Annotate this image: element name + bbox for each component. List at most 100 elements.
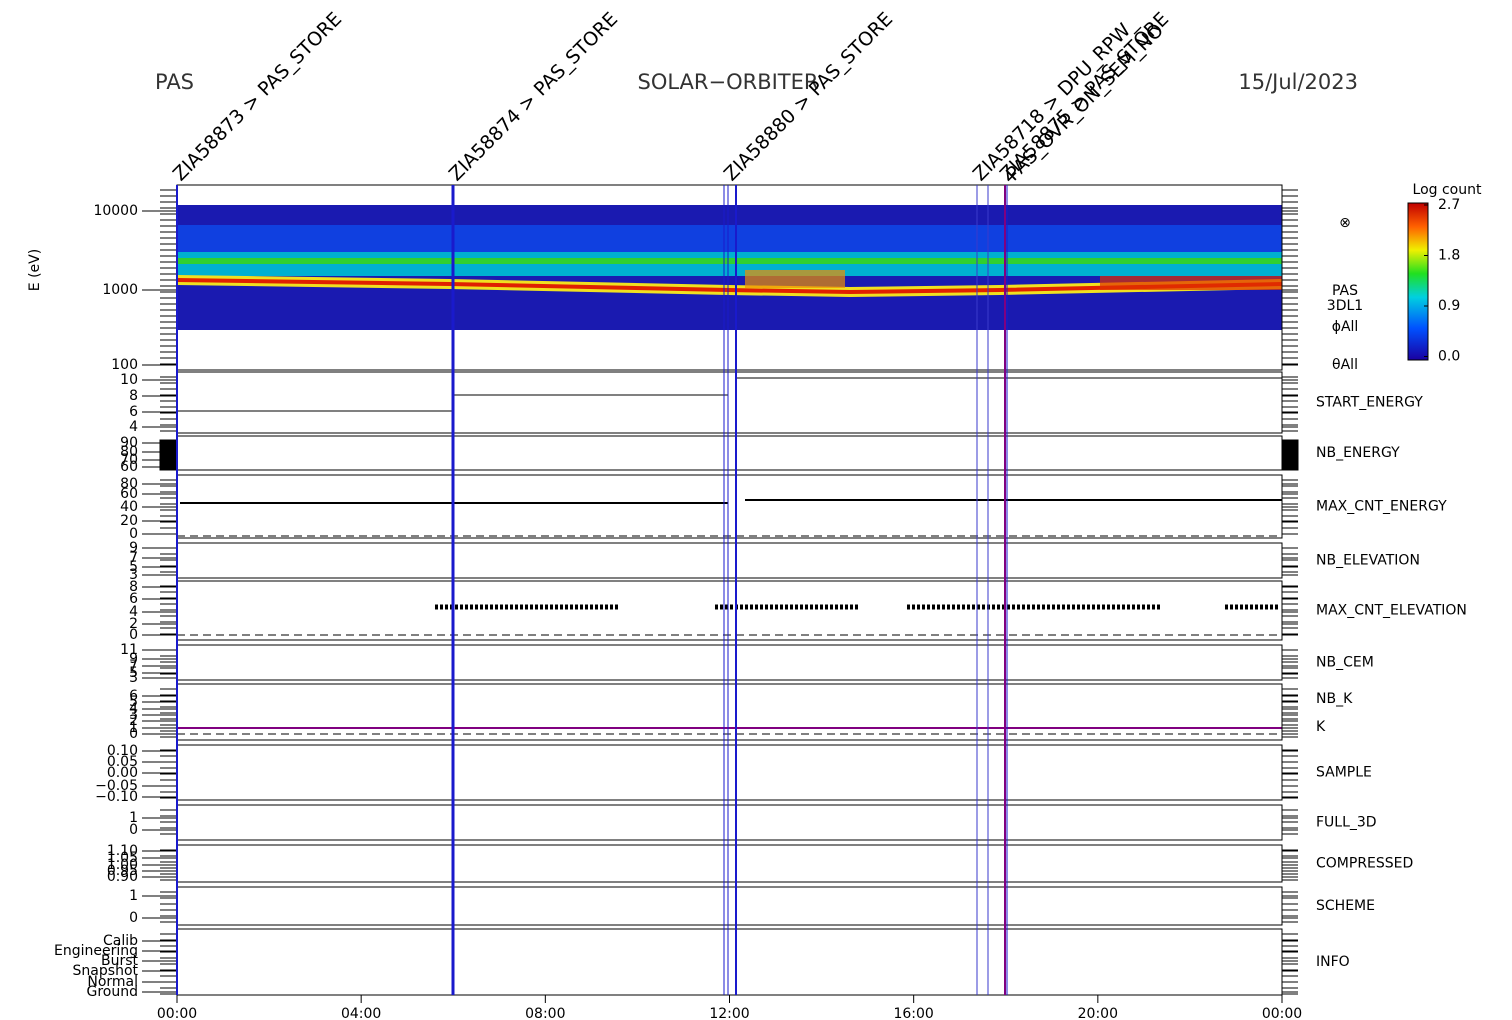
spectrogram-label: ϕAll [1332, 319, 1359, 335]
y-tick-label: 90 [120, 435, 138, 451]
y-tick-label: 7 [129, 658, 138, 674]
y-tick-label: 5 [129, 559, 138, 575]
y-tick-label: 0 [129, 726, 138, 742]
y-tick-label: 7 [129, 550, 138, 566]
y-tick-label: Engineering [54, 943, 138, 959]
x-tick-label: 16:00 [893, 1006, 933, 1020]
panel-frame [176, 744, 1283, 801]
spectrogram-label: 3DL1 [1327, 298, 1363, 314]
y-tick-label: 0.10 [107, 743, 138, 759]
y-tick-label: 1000 [102, 282, 138, 298]
panel-label: INFO [1316, 954, 1350, 970]
panel-frame [176, 542, 1283, 579]
symbol: ⊗ [1339, 215, 1351, 231]
y-tick-label: 0 [129, 627, 138, 643]
panel-label: NB_CEM [1316, 655, 1374, 671]
y-tick-label: 4 [129, 419, 138, 435]
spectrogram-patch [1100, 276, 1282, 290]
y-tick-label: 1.05 [107, 850, 138, 866]
x-tick-label: 00:00 [157, 1006, 197, 1020]
y-tick-label: −0.10 [95, 789, 138, 805]
y-tick-label: 9 [129, 540, 138, 556]
trace [159, 439, 1299, 471]
spectrogram-label: θAll [1332, 357, 1358, 373]
y-tick-label: 8 [129, 388, 138, 404]
header-right: 15/Jul/2023 [1238, 70, 1358, 94]
spectrogram-peak [176, 278, 1283, 295]
y-tick-label: 0.95 [107, 863, 138, 879]
panel-frame [176, 928, 1283, 996]
panel-label: NB_ENERGY [1316, 445, 1400, 461]
colorbar-tick-label: 2.7 [1438, 197, 1460, 213]
spectrogram-patch [745, 270, 845, 288]
y-tick-label: 80 [120, 444, 138, 460]
y-tick-label: 10 [120, 372, 138, 388]
panel-frame [176, 474, 1283, 539]
panel-frame [176, 580, 1283, 641]
spectrogram-label: PAS [1332, 283, 1358, 299]
y-tick-label: 4 [129, 604, 138, 620]
y-tick-label: Calib [103, 933, 138, 949]
y-tick-label: 0.05 [107, 754, 138, 770]
y-tick-label: 0 [129, 822, 138, 838]
spectrogram [176, 205, 1283, 330]
y-tick-label: 6 [129, 404, 138, 420]
y-tick-label: 1.10 [107, 843, 138, 859]
y-tick-label: 0.00 [107, 765, 138, 781]
event-annotation: PAS_OVR_ON_SEM_NO [1002, 19, 1168, 185]
panel-frame [176, 886, 1283, 926]
trace [177, 377, 1282, 412]
panel-label: MAX_CNT_ENERGY [1316, 499, 1447, 515]
panel-frame [176, 804, 1283, 841]
y-tick-label: 3 [129, 707, 138, 723]
y-tick-label: Ground [87, 984, 139, 1000]
y-tick-label: 0.90 [107, 869, 138, 885]
panel-frame [176, 435, 1283, 471]
panel-label: FULL_3D [1316, 815, 1377, 831]
y-tick-label: 6 [129, 688, 138, 704]
y-tick-label: 2 [129, 713, 138, 729]
y-tick-label: 5 [129, 694, 138, 710]
y-tick-label: 2 [129, 616, 138, 632]
trace [177, 535, 1282, 735]
panel-frame [176, 644, 1283, 681]
y-tick-label: Normal [87, 974, 138, 990]
y-tick-label: 6 [129, 591, 138, 607]
y-tick-label: 0 [129, 910, 138, 926]
panel-frame [176, 683, 1283, 741]
x-tick-label: 00:00 [1262, 1006, 1302, 1020]
y-tick-label: 3 [129, 567, 138, 583]
panel-label: NB_ELEVATION [1316, 553, 1420, 569]
event-annotation: ZIA58874 > PAS_STORE [445, 8, 622, 185]
panel-label: START_ENERGY [1316, 395, 1423, 411]
y-tick-label: −0.05 [95, 778, 138, 794]
y-tick-label: 1 [129, 888, 138, 904]
x-tick-label: 12:00 [709, 1006, 749, 1020]
y-tick-label: 80 [120, 476, 138, 492]
x-tick-label: 04:00 [341, 1006, 381, 1020]
panel-label: K [1316, 719, 1326, 735]
y-tick-label: 8 [129, 579, 138, 595]
y-tick-label: 60 [120, 486, 138, 502]
panel-frame [176, 371, 1283, 434]
colorbar-title: Log count [1413, 182, 1482, 198]
colorbar-tick-label: 0.0 [1438, 349, 1460, 365]
y-tick-label: 70 [120, 452, 138, 468]
y-tick-label: 10000 [93, 203, 138, 219]
panel-label: SAMPLE [1316, 765, 1372, 781]
header-left: PAS [155, 70, 194, 94]
header-center: SOLAR−ORBITER [637, 70, 818, 94]
y-tick-label: 1 [129, 720, 138, 736]
y-tick-label: Burst [101, 953, 139, 969]
event-annotation: ZIA58873 > PAS_STORE [169, 8, 346, 185]
y-tick-label: 20 [120, 513, 138, 529]
panel-label: MAX_CNT_ELEVATION [1316, 603, 1467, 619]
y-tick-label: 5 [129, 665, 138, 681]
colorbar-tick-label: 1.8 [1438, 248, 1460, 264]
event-annotation: ZIA58880 > PAS_STORE [720, 8, 897, 185]
y-tick-label: 11 [120, 642, 138, 658]
panel-frame [176, 844, 1283, 883]
y-tick-label: 9 [129, 651, 138, 667]
y-tick-label: Snapshot [73, 963, 139, 979]
